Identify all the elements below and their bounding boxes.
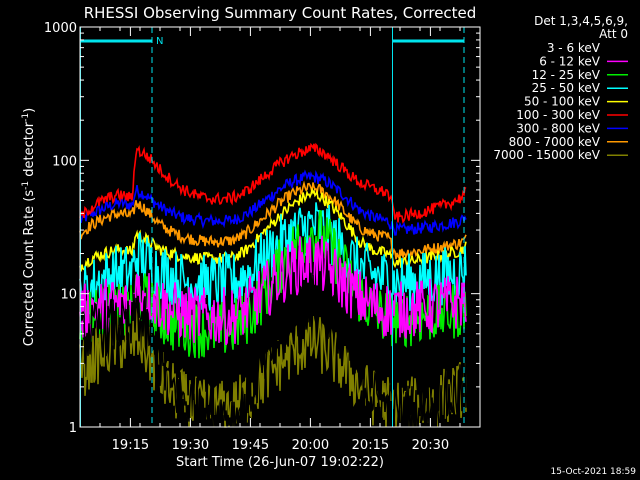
legend-header-line2: Att 0 <box>599 27 628 41</box>
y-axis-label-sup2: -1 <box>21 113 31 122</box>
x-axis-label: Start Time (26-Jun-07 19:02:22) <box>176 455 384 470</box>
x-tick-label: 20:00 <box>292 438 329 453</box>
series-line-7 <box>79 180 467 260</box>
y-axis-label-end: ) <box>22 108 37 113</box>
chart-title: RHESSI Observing Summary Count Rates, Co… <box>84 4 477 22</box>
legend-label: 800 - 7000 keV <box>509 135 601 149</box>
legend-label: 50 - 100 keV <box>524 95 601 109</box>
legend-label: 300 - 800 keV <box>516 121 600 135</box>
x-tick-label: 20:15 <box>352 438 389 453</box>
y-axis-label: Corrected Count Rate (s-1 detector-1) <box>21 108 37 346</box>
legend-label: 100 - 300 keV <box>516 108 600 122</box>
series-line-5 <box>79 142 467 224</box>
y-tick-label: 1000 <box>44 21 77 36</box>
legend-label: 25 - 50 keV <box>532 81 601 95</box>
plot-series-layer <box>79 142 467 430</box>
legend-label: 3 - 6 keV <box>547 41 601 55</box>
y-tick-label: 1 <box>69 421 77 436</box>
y-tick-label: 100 <box>52 154 77 169</box>
x-tick-label: 19:15 <box>112 438 149 453</box>
legend-header-line1: Det 1,3,4,5,6,9, <box>534 14 628 28</box>
y-tick-label: 10 <box>60 288 77 303</box>
x-tick-label: 20:30 <box>412 438 449 453</box>
y-axis-ticks: 1 10 100 1000 <box>44 21 480 436</box>
y-axis-label-sup1: -1 <box>21 181 31 190</box>
series-line-6 <box>79 169 467 236</box>
y-axis-label-mid: detector <box>22 121 37 181</box>
x-axis-ticks: 19:15 19:30 19:45 20:00 20:15 20:30 <box>79 27 481 453</box>
x-tick-label: 19:45 <box>232 438 269 453</box>
x-tick-label: 19:30 <box>172 438 209 453</box>
legend-label: 6 - 12 keV <box>539 54 601 68</box>
night-label: N <box>156 36 163 47</box>
legend-label: 7000 - 15000 keV <box>493 148 600 162</box>
legend-label: 12 - 25 keV <box>532 68 601 82</box>
y-axis-label-main: Corrected Count Rate (s <box>22 190 37 347</box>
series-line-0 <box>79 272 467 430</box>
footer-timestamp: 15-Oct-2021 18:59 <box>551 467 637 477</box>
